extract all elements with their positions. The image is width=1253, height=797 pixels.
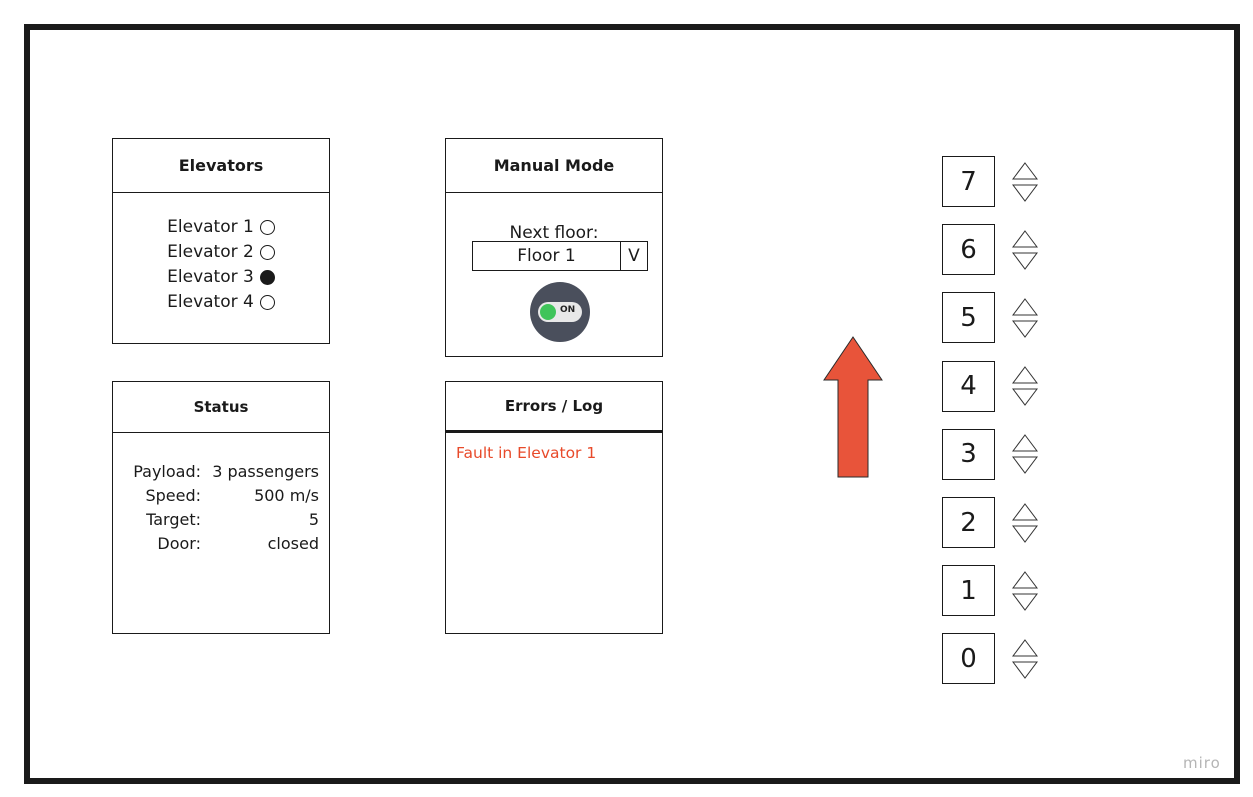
floor-button-7[interactable]: 7	[942, 156, 995, 207]
call-up-icon[interactable]	[1012, 433, 1038, 453]
elevator-option-label: Elevator 2	[167, 242, 254, 262]
floor-select[interactable]: Floor 1 V	[472, 241, 648, 271]
call-down-icon[interactable]	[1012, 524, 1038, 544]
elevator-option-3[interactable]: Elevator 3	[113, 265, 329, 290]
status-panel: Status Payload: 3 passengers Speed: 500 …	[112, 381, 330, 634]
call-down-icon[interactable]	[1012, 592, 1038, 612]
floor-row-0: 0	[942, 633, 1038, 685]
floor-button-3[interactable]: 3	[942, 428, 995, 480]
status-key: Door:	[157, 534, 201, 553]
elevator-option-1[interactable]: Elevator 1	[113, 215, 329, 240]
toggle-knob	[540, 304, 556, 320]
call-down-icon[interactable]	[1012, 660, 1038, 680]
floor-row-5: 5	[942, 292, 1038, 344]
status-row-speed: Speed: 500 m/s	[113, 484, 319, 508]
floor-button-4[interactable]: 4	[942, 360, 995, 412]
status-row-payload: Payload: 3 passengers	[113, 460, 319, 484]
call-down-icon[interactable]	[1012, 319, 1038, 339]
status-key: Payload:	[133, 462, 201, 481]
elevator-option-label: Elevator 4	[167, 292, 254, 312]
call-up-icon[interactable]	[1012, 297, 1038, 317]
call-up-icon[interactable]	[1012, 502, 1038, 522]
call-buttons	[1012, 297, 1038, 339]
miro-watermark: miro	[1183, 754, 1221, 772]
call-up-icon[interactable]	[1012, 570, 1038, 590]
call-down-icon[interactable]	[1012, 251, 1038, 271]
manual-mode-panel: Manual Mode Next floor: Floor 1 V ON	[445, 138, 663, 357]
floor-row-3: 3	[942, 428, 1038, 480]
call-down-icon[interactable]	[1012, 455, 1038, 475]
floor-button-2[interactable]: 2	[942, 497, 995, 548]
call-up-icon[interactable]	[1012, 229, 1038, 249]
floor-row-2: 2	[942, 497, 1038, 548]
up-arrow-icon	[823, 336, 883, 478]
elevator-option-label: Elevator 1	[167, 217, 254, 237]
floor-select-value[interactable]: Floor 1	[517, 246, 576, 266]
elevators-panel: Elevators Elevator 1 Elevator 2 Elevator…	[112, 138, 330, 344]
call-down-icon[interactable]	[1012, 387, 1038, 407]
call-buttons	[1012, 433, 1038, 475]
call-buttons	[1012, 365, 1038, 407]
status-value: 5	[308, 510, 319, 529]
elevator-radio-list: Elevator 1 Elevator 2 Elevator 3 Elevato…	[113, 215, 329, 315]
call-buttons	[1012, 502, 1038, 544]
status-row-target: Target: 5	[113, 508, 319, 532]
radio-unchecked-icon[interactable]	[259, 245, 275, 260]
errors-log-panel: Errors / Log Fault in Elevator 1	[445, 381, 663, 634]
call-up-icon[interactable]	[1012, 161, 1038, 181]
floor-row-4: 4	[942, 360, 1038, 412]
manual-mode-title: Manual Mode	[446, 139, 662, 193]
toggle-label: ON	[560, 305, 576, 315]
call-buttons	[1012, 570, 1038, 612]
call-buttons	[1012, 229, 1038, 271]
status-grid: Payload: 3 passengers Speed: 500 m/s Tar…	[113, 460, 319, 556]
manual-mode-toggle[interactable]: ON	[530, 282, 590, 342]
floor-button-6[interactable]: 6	[942, 224, 995, 276]
radio-checked-icon[interactable]	[259, 270, 275, 285]
floor-button-5[interactable]: 5	[942, 292, 995, 344]
elevator-option-2[interactable]: Elevator 2	[113, 240, 329, 265]
floor-row-6: 6	[942, 224, 1038, 276]
call-buttons	[1012, 161, 1038, 203]
next-floor-label: Next floor:	[509, 223, 599, 243]
status-key: Speed:	[145, 486, 201, 505]
errors-log-title: Errors / Log	[446, 382, 662, 433]
call-up-icon[interactable]	[1012, 365, 1038, 385]
floor-button-1[interactable]: 1	[942, 565, 995, 617]
elevators-panel-title: Elevators	[113, 139, 329, 193]
status-key: Target:	[146, 510, 201, 529]
call-buttons	[1012, 638, 1038, 680]
floor-button-0[interactable]: 0	[942, 633, 995, 685]
radio-unchecked-icon[interactable]	[259, 295, 275, 310]
call-up-icon[interactable]	[1012, 638, 1038, 658]
status-row-door: Door: closed	[113, 532, 319, 556]
status-panel-title: Status	[113, 382, 329, 433]
elevator-option-4[interactable]: Elevator 4	[113, 290, 329, 315]
floor-row-1: 1	[942, 565, 1038, 617]
status-value: 3 passengers	[212, 462, 319, 481]
floor-row-7: 7	[942, 156, 1038, 207]
toggle-switch[interactable]: ON	[538, 302, 582, 322]
status-value: closed	[267, 534, 319, 553]
call-down-icon[interactable]	[1012, 183, 1038, 203]
log-entry: Fault in Elevator 1	[456, 444, 597, 462]
radio-unchecked-icon[interactable]	[259, 220, 275, 235]
elevator-option-label: Elevator 3	[167, 267, 254, 287]
status-value: 500 m/s	[254, 486, 319, 505]
floor-select-dropdown-button[interactable]: V	[620, 242, 647, 270]
